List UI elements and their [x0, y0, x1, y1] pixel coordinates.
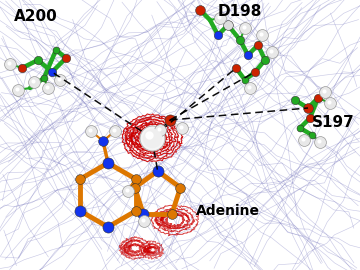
Text: S197: S197: [312, 115, 355, 130]
Text: A200: A200: [14, 9, 58, 25]
Text: Adenine: Adenine: [196, 204, 260, 218]
Text: D198: D198: [218, 4, 262, 19]
